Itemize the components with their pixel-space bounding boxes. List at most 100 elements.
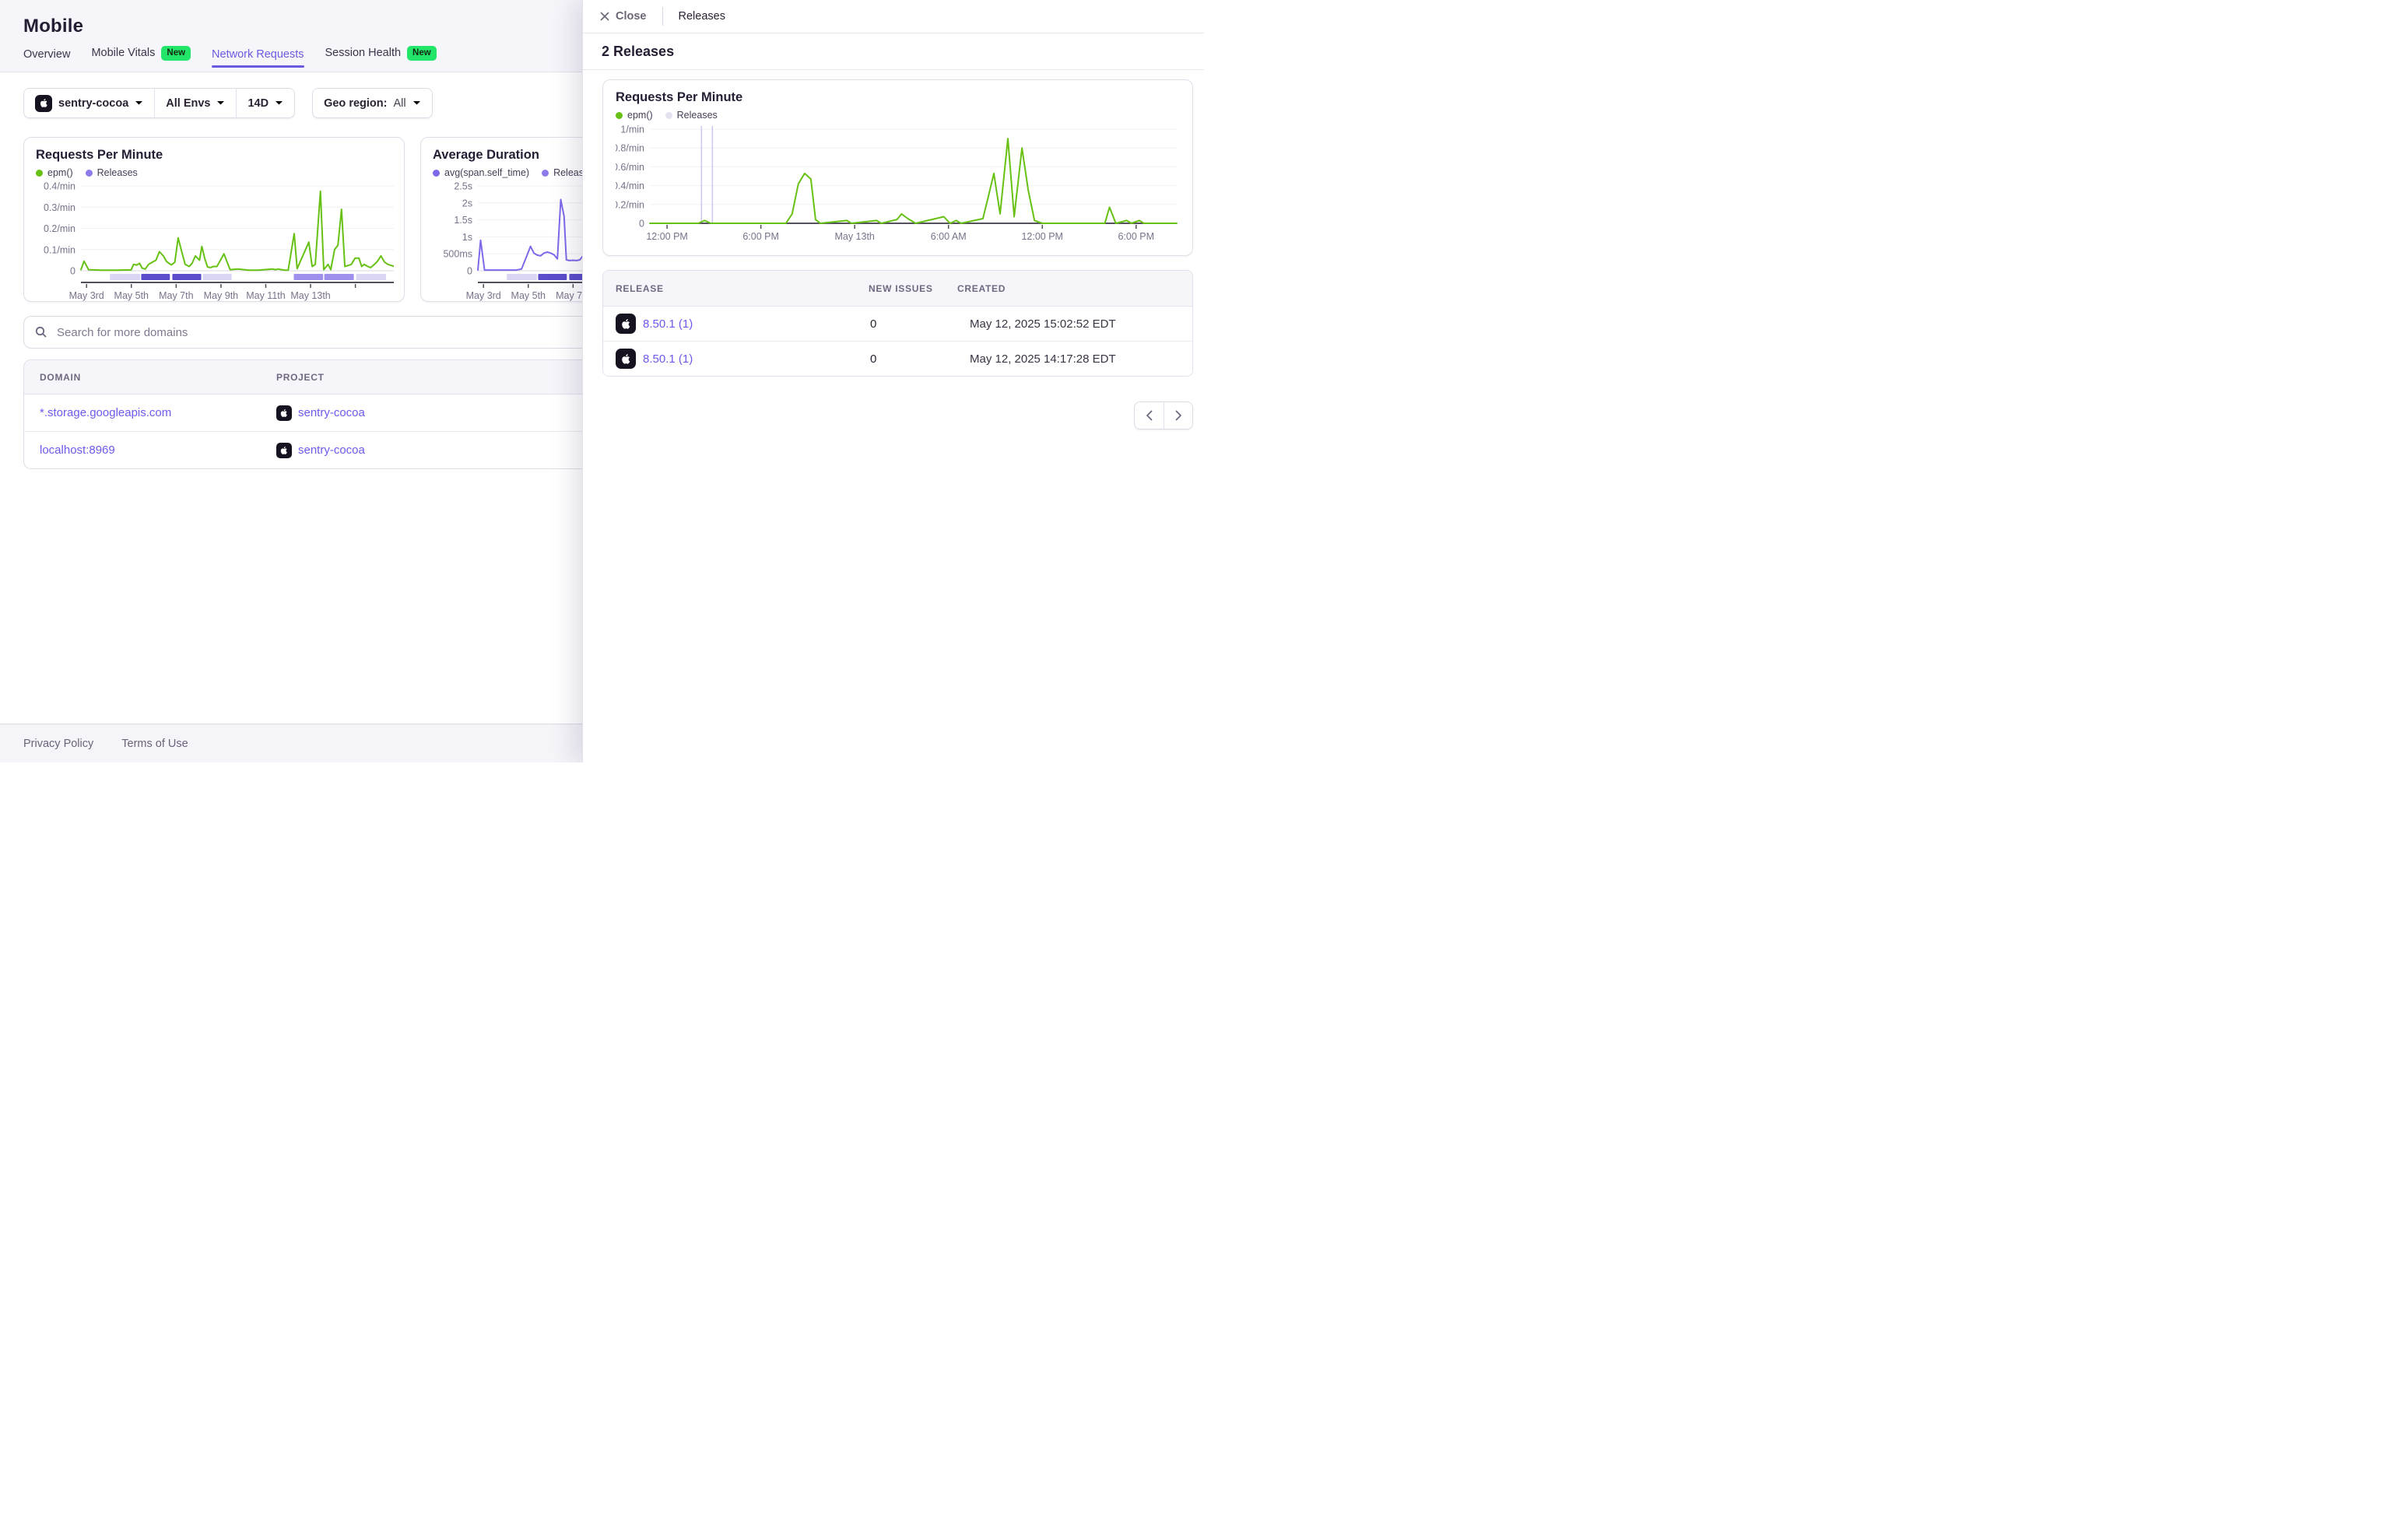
epm-legend-dot (616, 111, 623, 119)
svg-text:12:00 PM: 12:00 PM (1021, 231, 1063, 242)
legend-epm[interactable]: epm() (36, 167, 73, 178)
epm-legend-dot (36, 169, 43, 177)
svg-text:May 7th: May 7th (556, 290, 591, 301)
releases-table-header: RELEASE NEW ISSUES CREATED (603, 271, 1192, 307)
chart-legend: epm() Releases (616, 110, 1180, 121)
environment-filter-button[interactable]: All Envs (154, 89, 237, 117)
chart-title: Requests Per Minute (616, 90, 743, 104)
release-version-link[interactable]: 8.50.1 (1) (643, 352, 693, 366)
project-link[interactable]: sentry-cocoa (298, 406, 365, 419)
search-icon (35, 326, 47, 338)
column-created: CREATED (957, 282, 1006, 294)
svg-text:0.1/min: 0.1/min (44, 244, 75, 255)
svg-text:1/min: 1/min (620, 124, 644, 135)
privacy-policy-link[interactable]: Privacy Policy (23, 737, 94, 750)
tab-mobile-vitals[interactable]: Mobile Vitals New (91, 46, 191, 68)
releases-panel: Close Releases 2 Releases Requests Per M… (582, 0, 1204, 762)
divider (662, 7, 663, 26)
panel-requests-per-minute-card: Requests Per Minute epm() Releases 0 0.2/… (602, 79, 1193, 256)
chevron-right-icon (1175, 410, 1181, 421)
tab-session-health[interactable]: Session Health New (325, 46, 437, 68)
terms-of-use-link[interactable]: Terms of Use (121, 737, 188, 750)
table-row: 8.50.1 (1) 0 May 12, 2025 14:17:28 EDT (603, 342, 1192, 376)
new-issues-count: 0 (870, 352, 877, 366)
column-domain: DOMAIN (40, 371, 81, 383)
page-title: Mobile (23, 16, 84, 37)
project-link[interactable]: sentry-cocoa (298, 443, 365, 457)
releases-legend-dot (85, 169, 93, 177)
svg-text:0: 0 (467, 266, 472, 277)
svg-text:May 11th: May 11th (246, 290, 286, 301)
svg-text:6:00 AM: 6:00 AM (931, 231, 967, 242)
svg-text:May 13th: May 13th (290, 290, 330, 301)
apple-icon (276, 442, 292, 458)
svg-text:May 3rd: May 3rd (69, 290, 104, 301)
svg-text:0.4/min: 0.4/min (44, 181, 75, 192)
svg-text:2.5s: 2.5s (454, 181, 472, 192)
svg-text:May 5th: May 5th (511, 290, 546, 301)
avg-legend-dot (433, 169, 440, 177)
close-button[interactable]: Close (600, 10, 647, 23)
svg-text:0.3/min: 0.3/min (44, 202, 75, 213)
legend-avg-span-self-time[interactable]: avg(span.self_time) (433, 167, 529, 178)
apple-icon (35, 94, 52, 112)
new-badge: New (407, 46, 437, 61)
column-new-issues: NEW ISSUES (869, 282, 933, 294)
svg-text:2s: 2s (462, 198, 472, 209)
chevron-left-icon (1146, 410, 1153, 421)
tab-overview[interactable]: Overview (23, 47, 71, 61)
tab-bar: Overview Mobile Vitals New Network Reque… (23, 46, 1181, 68)
release-version-link[interactable]: 8.50.1 (1) (643, 317, 693, 331)
geo-region-filter-button[interactable]: Geo region: All (313, 89, 432, 117)
close-icon (600, 12, 609, 21)
svg-text:0: 0 (70, 266, 75, 277)
filter-bar: sentry-cocoa All Envs 14D Geo region: (23, 88, 1181, 118)
pagination (583, 401, 1193, 429)
chart-title: Average Duration (433, 148, 539, 162)
svg-text:1s: 1s (462, 232, 472, 243)
svg-text:0.2/min: 0.2/min (616, 199, 644, 210)
domain-link[interactable]: *.storage.googleapis.com (40, 406, 172, 419)
panel-header: Close Releases (583, 0, 1204, 33)
new-badge: New (161, 46, 191, 61)
chart-legend: epm() Releases (36, 167, 392, 178)
chevron-down-icon (276, 101, 283, 105)
svg-text:0.2/min: 0.2/min (44, 223, 75, 234)
panel-title: Releases (678, 10, 725, 23)
new-issues-count: 0 (870, 317, 877, 331)
releases-count-heading: 2 Releases (602, 43, 675, 59)
svg-text:May 5th: May 5th (114, 290, 149, 301)
apple-icon (616, 314, 636, 334)
svg-text:6:00 PM: 6:00 PM (742, 231, 779, 242)
chevron-down-icon (217, 101, 225, 105)
legend-releases[interactable]: Releases (85, 167, 138, 178)
date-range-filter-button[interactable]: 14D (236, 89, 295, 117)
domain-link[interactable]: localhost:8969 (40, 443, 115, 457)
geo-filter-group: Geo region: All (312, 88, 433, 118)
footer: Privacy Policy Terms of Use (0, 724, 582, 762)
previous-page-button[interactable] (1135, 402, 1164, 429)
apple-icon (276, 405, 292, 421)
svg-text:1.5s: 1.5s (454, 215, 472, 226)
svg-text:0.6/min: 0.6/min (616, 162, 644, 173)
svg-text:6:00 PM: 6:00 PM (1118, 231, 1154, 242)
svg-text:0.8/min: 0.8/min (616, 143, 644, 154)
page: Mobile Overview Mobile Vitals New Networ… (0, 0, 1204, 762)
requests-per-minute-chart: 0 0.1/min 0.2/min 0.3/min 0.4/min May 3rd May … (36, 181, 394, 304)
next-page-button[interactable] (1164, 402, 1192, 429)
releases-legend-dot (542, 169, 549, 177)
tab-network-requests[interactable]: Network Requests (212, 48, 304, 68)
requests-per-minute-card: Requests Per Minute epm() Releases 0 0.1/… (23, 137, 405, 302)
svg-text:May 13th: May 13th (834, 231, 874, 242)
svg-text:12:00 PM: 12:00 PM (646, 231, 688, 242)
panel-requests-per-minute-chart: 0 0.2/min 0.4/min 0.6/min 0.8/min 1/min 12:00 … (616, 124, 1180, 247)
project-filter-button[interactable]: sentry-cocoa (24, 89, 155, 117)
chevron-down-icon (135, 101, 143, 105)
apple-icon (616, 349, 636, 369)
panel-heading: 2 Releases (583, 33, 1204, 70)
releases-table: RELEASE NEW ISSUES CREATED 8.50.1 (1) 0 … (602, 270, 1193, 377)
legend-releases[interactable]: Releases (665, 110, 718, 121)
table-row: 8.50.1 (1) 0 May 12, 2025 15:02:52 EDT (603, 307, 1192, 342)
legend-epm[interactable]: epm() (616, 110, 653, 121)
svg-text:0.4/min: 0.4/min (616, 181, 644, 191)
